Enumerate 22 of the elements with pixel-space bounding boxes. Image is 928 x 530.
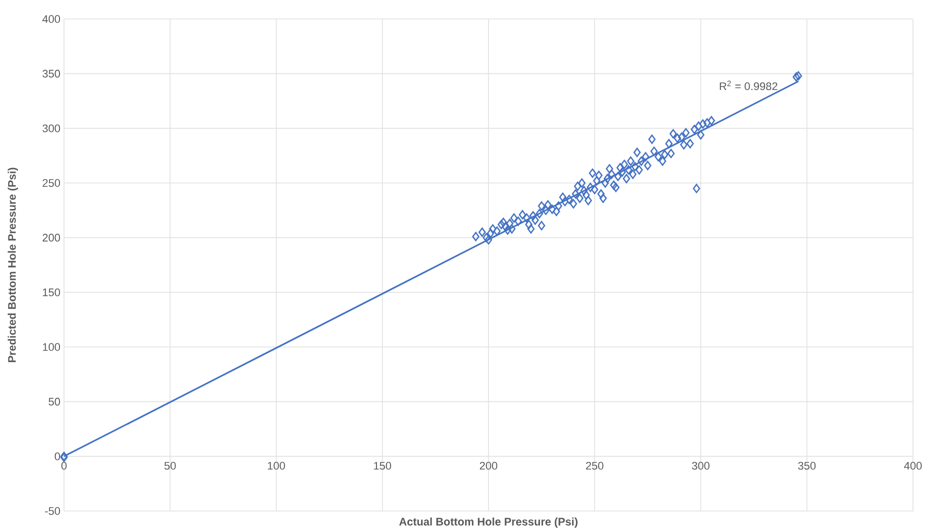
y-tick-label: 350 xyxy=(42,70,60,78)
x-tick-label: 150 xyxy=(374,462,392,470)
y-tick-label: 0 xyxy=(54,452,60,460)
y-tick-label: 150 xyxy=(42,288,60,296)
y-tick-label: 50 xyxy=(48,398,60,406)
x-tick-label: 100 xyxy=(268,462,285,470)
x-tick-label: 350 xyxy=(798,462,816,470)
annotation: R$^{2}$ = 0.9982 xyxy=(720,80,778,90)
y-axis-title: Predicted Bottom Hole Pressure (Psi) xyxy=(8,168,18,362)
x-tick-label: 200 xyxy=(480,462,498,470)
x-axis-title: Actual Bottom Hole Pressure (Psi) xyxy=(399,517,578,528)
x-tick-label: 50 xyxy=(164,462,176,470)
y-tick-label: 300 xyxy=(42,124,60,132)
x-tick-label: 300 xyxy=(692,462,710,470)
y-tick-label: -50 xyxy=(45,507,60,515)
x-tick-label: 0 xyxy=(61,462,67,470)
y-tick-label: 400 xyxy=(42,15,60,23)
y-tick-label: 250 xyxy=(42,179,60,187)
y-tick-label: 200 xyxy=(42,234,60,242)
y-tick-label: 100 xyxy=(42,343,60,351)
x-tick-label: 250 xyxy=(586,462,604,470)
x-tick-label: 400 xyxy=(904,462,922,470)
